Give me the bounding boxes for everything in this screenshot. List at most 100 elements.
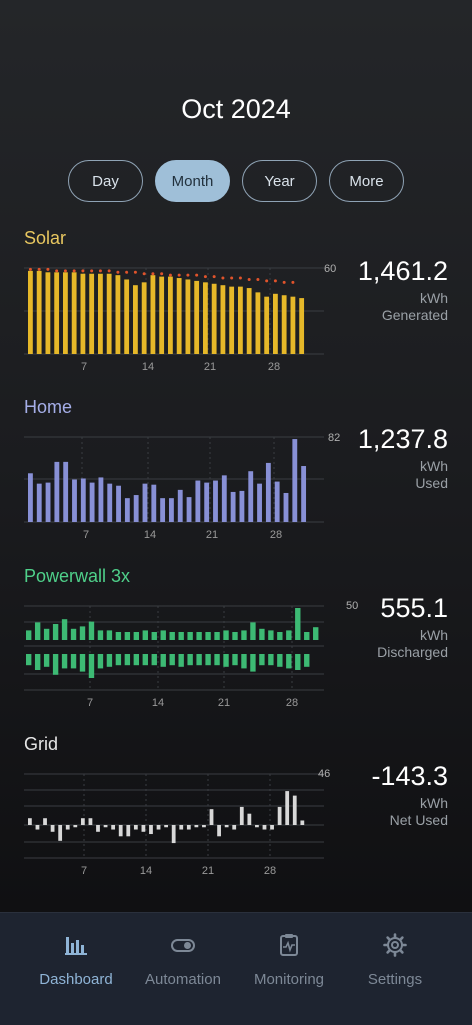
home-total: 1,237.8: [357, 424, 448, 454]
grid-bar: [209, 809, 214, 825]
solar-expected-dot: [63, 269, 67, 273]
grid-bar: [262, 825, 267, 830]
grid-bar: [224, 825, 229, 828]
nav-automation[interactable]: Automation: [124, 913, 242, 1025]
solar-expected-dot: [142, 272, 146, 276]
powerwall-charge-bar: [61, 619, 68, 640]
grid-bar: [300, 820, 305, 825]
nav-dashboard[interactable]: Dashboard: [17, 913, 135, 1025]
powerwall-discharge-bar: [268, 654, 274, 666]
solar-expected-dot: [107, 269, 111, 273]
solar-expected-dot: [81, 269, 85, 273]
bottom-nav: Dashboard Automation Monitoring Settings: [0, 912, 472, 1025]
solar-expected-dot: [160, 272, 164, 276]
powerwall-charge-bar: [26, 630, 32, 640]
grid-bar: [179, 825, 184, 830]
powerwall-charge-bar: [241, 630, 247, 640]
grid-bar: [133, 825, 138, 830]
home-bar: [89, 482, 95, 522]
powerwall-discharge-bar: [115, 654, 122, 666]
powerwall-discharge-bar: [232, 654, 238, 666]
tab-day[interactable]: Day: [68, 160, 143, 202]
solar-bar: [98, 273, 103, 354]
solar-bar: [290, 296, 296, 354]
grid-bar: [65, 825, 70, 830]
powerwall-charge-bar: [313, 627, 319, 640]
powerwall-discharge-bar: [295, 654, 301, 670]
powerwall-discharge-bar: [304, 654, 310, 667]
grid-bar: [285, 791, 290, 825]
x-tick-label: 21: [204, 361, 216, 373]
solar-chart[interactable]: 7 14 21 28: [24, 262, 324, 374]
grid-bar: [164, 825, 168, 828]
nav-settings[interactable]: Settings: [336, 913, 454, 1025]
powerwall-discharge-bar: [70, 654, 77, 669]
grid-bar: [247, 813, 252, 825]
solar-bar: [168, 276, 173, 354]
powerwall-chart[interactable]: 7 14 21 28: [24, 600, 324, 712]
home-bar: [230, 491, 236, 522]
home-desc: Used: [415, 475, 448, 491]
powerwall-discharge-bar: [196, 654, 202, 666]
solar-bar: [36, 270, 42, 354]
solar-bar: [185, 279, 191, 354]
powerwall-unit: kWh: [420, 627, 448, 643]
grid-bar: [96, 825, 100, 832]
solar-bar: [89, 273, 95, 354]
home-bar: [283, 492, 289, 522]
powerwall-charge-bar: [142, 630, 148, 640]
home-chart[interactable]: 7 14 21 28: [24, 431, 324, 543]
powerwall-discharge-bar: [43, 654, 50, 667]
powerwall-charge-bar: [178, 632, 184, 640]
bar-chart-icon: [65, 937, 87, 955]
grid-chart[interactable]: 7 14 21 28: [24, 768, 324, 880]
tab-month[interactable]: Month: [155, 160, 230, 202]
solar-expected-dot: [291, 280, 295, 284]
powerwall-discharge-bar: [178, 654, 184, 667]
nav-settings-label: Settings: [367, 971, 423, 988]
x-tick-label: 28: [286, 697, 298, 709]
solar-expected-dot: [230, 276, 234, 280]
solar-expected-dot: [90, 269, 94, 273]
powerwall-charge-bar: [268, 630, 274, 640]
grid-bar: [277, 806, 282, 825]
home-max-label: 82: [328, 432, 341, 444]
grid-bar: [58, 825, 63, 841]
solar-expected-dot: [72, 269, 76, 273]
grid-bar: [111, 825, 116, 830]
solar-expected-dot: [151, 272, 155, 276]
x-tick-label: 28: [270, 529, 282, 541]
powerwall-charge-bar: [304, 632, 310, 640]
powerwall-charge-bar: [115, 632, 122, 640]
nav-monitoring[interactable]: Monitoring: [230, 913, 348, 1025]
grid-bar: [28, 818, 32, 825]
home-bar: [177, 489, 183, 522]
solar-expected-dot: [186, 273, 190, 277]
solar-expected-dot: [256, 277, 260, 281]
solar-bar: [299, 298, 305, 354]
powerwall-discharge-bar: [34, 654, 41, 670]
grid-bar: [80, 818, 85, 825]
x-tick-label: 28: [264, 865, 276, 877]
solar-bar: [264, 296, 270, 354]
solar-bar: [124, 279, 130, 354]
solar-bar: [115, 275, 121, 354]
powerwall-charge-bar: [106, 630, 113, 640]
solar-expected-dot: [221, 276, 225, 280]
powerwall-discharge-bar: [277, 654, 283, 667]
powerwall-discharge-bar: [241, 654, 247, 669]
solar-bar: [28, 270, 33, 354]
powerwall-total: 555.1: [380, 593, 448, 623]
home-bar: [151, 484, 157, 522]
grid-title: Grid: [24, 734, 59, 754]
home-bar: [124, 498, 130, 522]
solar-expected-dot: [203, 275, 207, 279]
tab-year[interactable]: Year: [242, 160, 317, 202]
solar-bar: [281, 295, 287, 354]
tab-more[interactable]: More: [329, 160, 404, 202]
clipboard-pulse-icon: [280, 934, 298, 956]
x-tick-label: 21: [218, 697, 230, 709]
grid-bar: [239, 806, 244, 825]
powerwall-charge-bar: [196, 632, 202, 640]
home-bar: [54, 461, 60, 522]
